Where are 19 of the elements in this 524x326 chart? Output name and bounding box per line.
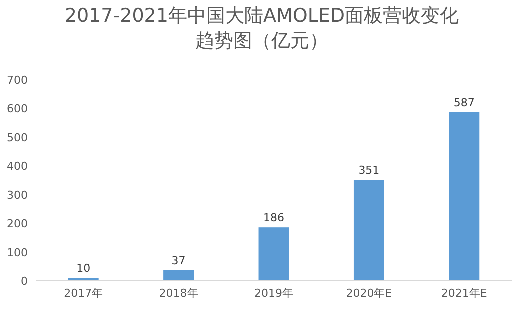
data-label: 37 xyxy=(172,254,186,268)
y-tick-label: 500 xyxy=(7,131,28,144)
y-tick-label: 100 xyxy=(7,246,28,260)
x-tick-label: 2020年E xyxy=(346,287,392,300)
chart-title: 2017-2021年中国大陆AMOLED面板营收变化趋势图（亿元） xyxy=(64,4,460,54)
y-tick-label: 200 xyxy=(7,218,28,231)
y-tick-label: 700 xyxy=(7,74,28,87)
y-tick-label: 300 xyxy=(7,188,28,202)
data-label: 587 xyxy=(454,96,475,110)
y-tick-label: 400 xyxy=(7,160,28,174)
data-label: 10 xyxy=(76,262,91,276)
x-tick-label: 2021年E xyxy=(441,287,488,300)
x-tick-label: 2018年 xyxy=(159,287,198,300)
y-tick-label: 600 xyxy=(7,102,28,116)
x-tick-label: 2019年 xyxy=(254,287,294,300)
data-label: 351 xyxy=(358,164,380,178)
data-label: 186 xyxy=(264,212,284,225)
x-tick-label: 2017年 xyxy=(64,287,104,300)
y-tick-label: 0 xyxy=(21,275,28,288)
